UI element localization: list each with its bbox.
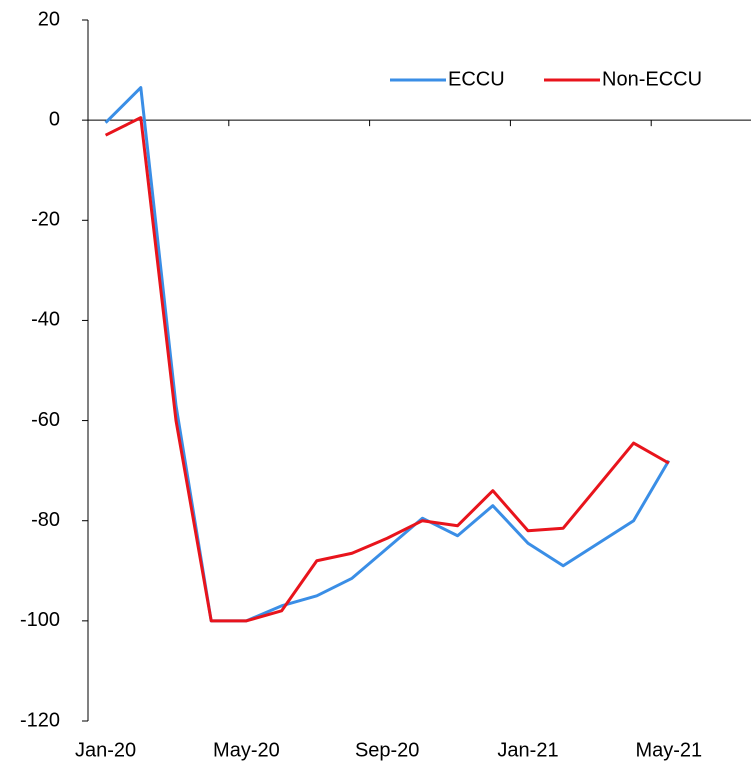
x-tick-label: May-20 [213,739,280,761]
legend-label: ECCU [448,68,505,90]
y-tick-label: -20 [31,209,60,231]
x-tick-label: Jan-21 [497,739,558,761]
y-tick-label: -120 [20,709,60,731]
y-tick-label: -60 [31,409,60,431]
x-tick-label: May-21 [635,739,702,761]
y-tick-label: -80 [31,509,60,531]
line-series [104,116,670,623]
line-series [104,86,671,623]
y-tick-label: -40 [31,309,60,331]
y-tick-label: 0 [49,108,60,130]
legend-label: Non-ECCU [602,68,702,90]
y-tick-label: -100 [20,609,60,631]
y-tick-label: 20 [38,8,60,30]
x-tick-label: Jan-20 [75,739,136,761]
x-tick-label: Sep-20 [355,739,420,761]
